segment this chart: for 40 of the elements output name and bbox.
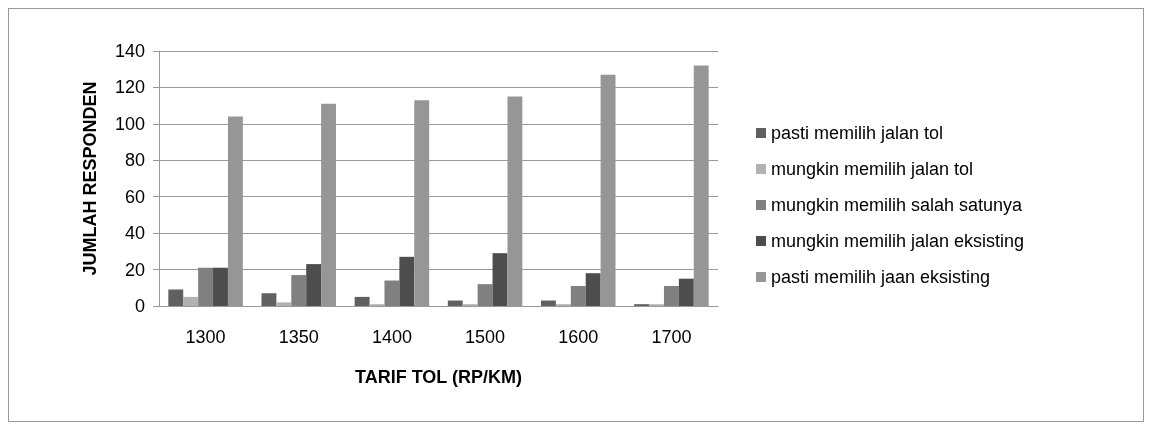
y-tick-label: 0 bbox=[134, 296, 145, 316]
bar bbox=[678, 278, 694, 306]
x-tick-label: 1400 bbox=[371, 327, 412, 347]
y-tick-label: 100 bbox=[114, 113, 145, 134]
bar bbox=[306, 264, 322, 306]
bar bbox=[354, 296, 370, 306]
bar bbox=[477, 284, 493, 306]
x-tick-label: 1600 bbox=[558, 327, 599, 347]
legend-label: mungkin memilih salah satunya bbox=[771, 195, 1024, 215]
y-tick-label: 80 bbox=[124, 150, 145, 171]
x-axis-title: TARIF TOL (RP/KM) bbox=[355, 367, 522, 387]
y-tick-label: 40 bbox=[124, 223, 145, 244]
x-tick-label: 1700 bbox=[651, 327, 692, 347]
legend-label: mungkin memilih jalan eksisting bbox=[771, 231, 1025, 251]
y-tick-label: 120 bbox=[114, 77, 145, 98]
y-tick-label: 20 bbox=[124, 259, 145, 280]
legend-label: pasti memilih jaan eksisting bbox=[771, 267, 991, 287]
bar bbox=[276, 302, 292, 306]
bar bbox=[540, 300, 556, 306]
bar bbox=[492, 253, 508, 306]
bar bbox=[168, 289, 184, 306]
y-axis-title: JUMLAH RESPONDEN bbox=[80, 81, 100, 276]
bar bbox=[663, 285, 679, 306]
legend-label: pasti memilih jalan tol bbox=[771, 123, 944, 143]
bar bbox=[384, 280, 400, 306]
bar bbox=[399, 256, 415, 306]
bar bbox=[198, 267, 214, 306]
x-tick-label: 1500 bbox=[465, 327, 506, 347]
bar bbox=[585, 273, 601, 306]
bar bbox=[447, 300, 463, 306]
bar bbox=[213, 267, 228, 306]
bar bbox=[291, 275, 307, 306]
y-tick-label: 140 bbox=[114, 41, 145, 61]
x-tick-label: 1300 bbox=[185, 327, 226, 347]
y-tick-label: 60 bbox=[124, 186, 145, 207]
legend-label: mungkin memilih jalan tol bbox=[771, 159, 974, 179]
bar bbox=[183, 296, 199, 306]
bar bbox=[261, 293, 277, 306]
bar bbox=[570, 285, 586, 306]
x-tick-label: 1350 bbox=[278, 327, 319, 347]
